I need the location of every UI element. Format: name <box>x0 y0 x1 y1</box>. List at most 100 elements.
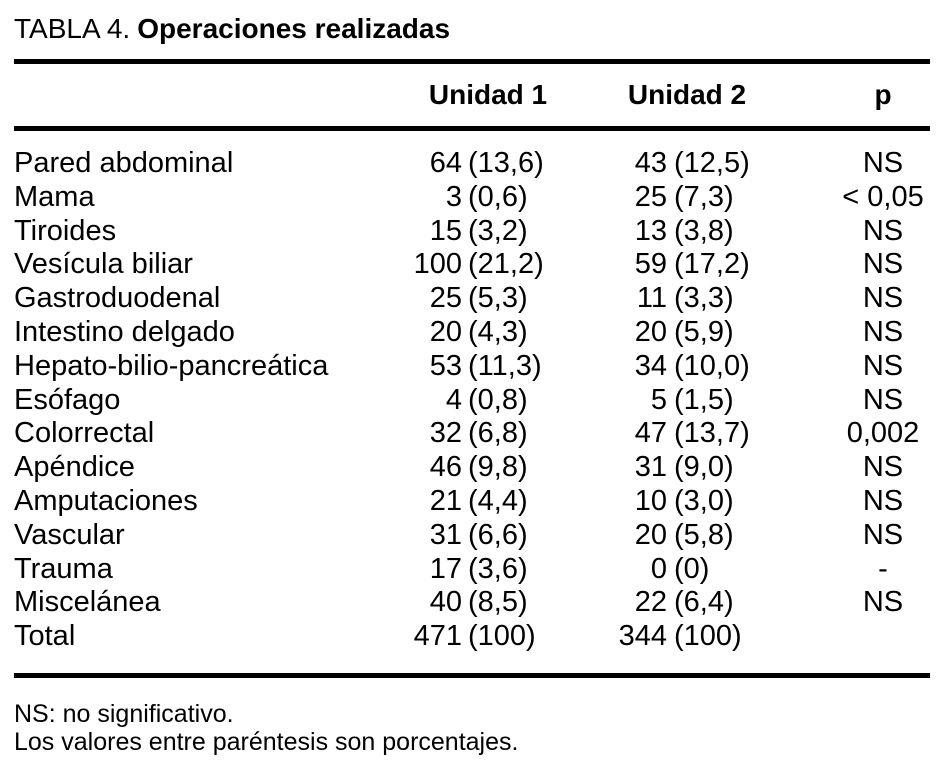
unidad2-percent: (9,0) <box>674 451 734 484</box>
row-label: Pared abdominal <box>14 147 234 179</box>
column-gap <box>667 350 674 384</box>
p-value: < 0,05 <box>842 180 924 213</box>
unidad2-percent: (7,3) <box>674 180 734 213</box>
unidad2-count: 22 <box>634 586 667 619</box>
unidad1-count: 53 <box>429 349 462 382</box>
table-row: Pared abdominal 64 (13,6) 43 (12,5) NS <box>14 147 930 181</box>
unidad2-count: 31 <box>634 451 667 484</box>
unidad1-count: 15 <box>429 214 462 247</box>
paper-table-figure: TABLA 4. Operaciones realizadas Unidad 1 … <box>0 13 942 767</box>
bottom-rule <box>14 672 930 678</box>
column-gap <box>667 384 674 418</box>
p-value: 0,002 <box>846 417 920 450</box>
column-gap <box>667 417 674 451</box>
unidad1-percent: (0,8) <box>468 383 528 416</box>
row-label: Intestino delgado <box>14 315 235 348</box>
table-row: Hepato-bilio-pancreática 53 (11,3) 34 (1… <box>14 350 930 384</box>
p-value: NS <box>862 484 904 517</box>
table-header-row: Unidad 1 Unidad 2 p <box>0 64 942 126</box>
unidad1-percent: (21,2) <box>468 248 544 281</box>
row-label: Amputaciones <box>14 484 198 517</box>
unidad2-percent: (3,3) <box>674 282 734 315</box>
row-label: Total <box>14 620 76 653</box>
unidad2-percent: (17,2) <box>674 248 750 281</box>
unidad1-count: 64 <box>429 147 462 179</box>
row-label: Tiroides <box>14 214 117 247</box>
table-row: Tiroides 15 (3,2) 13 (3,8) NS <box>14 215 930 249</box>
unidad2-count: 0 <box>650 552 667 585</box>
unidad2-count: 43 <box>634 147 667 179</box>
unidad1-percent: (100) <box>468 620 536 653</box>
unidad2-count: 5 <box>650 383 667 416</box>
row-label: Mama <box>14 180 95 213</box>
unidad2-count: 10 <box>634 484 667 517</box>
unidad2-count: 59 <box>634 248 667 281</box>
table-row: Gastroduodenal 25 (5,3) 11 (3,3) NS <box>14 282 930 316</box>
unidad1-count: 17 <box>429 552 462 585</box>
column-gap <box>667 553 674 587</box>
column-gap <box>667 147 674 181</box>
unidad2-count: 11 <box>636 282 667 315</box>
unidad2-percent: (10,0) <box>674 349 750 382</box>
p-value: NS <box>862 349 904 382</box>
top-rule <box>14 59 930 64</box>
row-label: Esófago <box>14 383 121 416</box>
unidad1-percent: (4,4) <box>468 484 528 517</box>
unidad2-count: 20 <box>634 518 667 551</box>
unidad2-percent: (5,8) <box>674 518 734 551</box>
unidad2-percent: (5,9) <box>674 315 734 348</box>
unidad1-count: 4 <box>445 383 462 416</box>
row-label: Trauma <box>14 552 113 585</box>
table-number: TABLA 4. <box>14 13 131 44</box>
unidad2-percent: (0) <box>674 552 710 585</box>
unidad1-count: 25 <box>429 282 462 315</box>
table-row: Colorrectal 32 (6,8) 47 (13,7) 0,002 <box>14 417 930 451</box>
column-header-p: p <box>874 79 892 110</box>
p-value: - <box>878 552 888 585</box>
row-label: Miscelánea <box>14 586 161 619</box>
unidad1-count: 3 <box>445 180 462 213</box>
unidad2-count: 47 <box>634 417 667 450</box>
column-gap <box>667 485 674 519</box>
table-row: Miscelánea 40 (8,5) 22 (6,4) NS <box>14 586 930 620</box>
unidad2-count: 25 <box>634 180 667 213</box>
unidad2-count: 20 <box>634 315 667 348</box>
row-label: Colorrectal <box>14 417 155 450</box>
unidad2-percent: (13,7) <box>674 417 750 450</box>
table-footnotes: NS: no significativo. Los valores entre … <box>14 700 930 756</box>
column-gap <box>667 586 674 620</box>
unidad1-percent: (9,8) <box>468 451 528 484</box>
table-title: TABLA 4. Operaciones realizadas <box>14 13 930 45</box>
unidad2-count: 34 <box>634 349 667 382</box>
p-value: NS <box>862 586 904 619</box>
table-row: Vascular 31 (6,6) 20 (5,8) NS <box>14 519 930 553</box>
table-row: Trauma 17 (3,6) 0 (0) - <box>14 553 930 587</box>
unidad2-percent: (100) <box>674 620 742 653</box>
table-row: Intestino delgado 20 (4,3) 20 (5,9) NS <box>14 316 930 350</box>
unidad2-percent: (3,0) <box>674 484 734 517</box>
table-row: Vesícula biliar 100 (21,2) 59 (17,2) NS <box>14 248 930 282</box>
column-gap <box>667 282 674 316</box>
unidad1-percent: (0,6) <box>468 180 528 213</box>
unidad1-count: 31 <box>429 518 462 551</box>
column-gap <box>667 215 674 249</box>
column-gap <box>667 620 674 654</box>
row-label: Gastroduodenal <box>14 282 221 315</box>
column-gap <box>667 248 674 282</box>
footnote-ns: NS: no significativo. <box>14 699 234 728</box>
unidad1-percent: (11,3) <box>468 349 542 382</box>
unidad2-percent: (1,5) <box>674 383 734 416</box>
p-value: NS <box>862 147 904 179</box>
table-row: Amputaciones 21 (4,4) 10 (3,0) NS <box>14 485 930 519</box>
unidad1-percent: (6,6) <box>468 518 528 551</box>
p-value: NS <box>862 451 904 484</box>
unidad1-percent: (3,6) <box>468 552 528 585</box>
unidad1-count: 471 <box>413 620 462 653</box>
unidad2-percent: (3,8) <box>674 214 734 247</box>
unidad1-count: 40 <box>429 586 462 619</box>
p-value <box>794 620 930 654</box>
unidad2-count: 344 <box>618 620 667 653</box>
unidad1-count: 46 <box>429 451 462 484</box>
row-label: Vesícula biliar <box>14 248 193 281</box>
unidad2-percent: (6,4) <box>674 586 734 619</box>
